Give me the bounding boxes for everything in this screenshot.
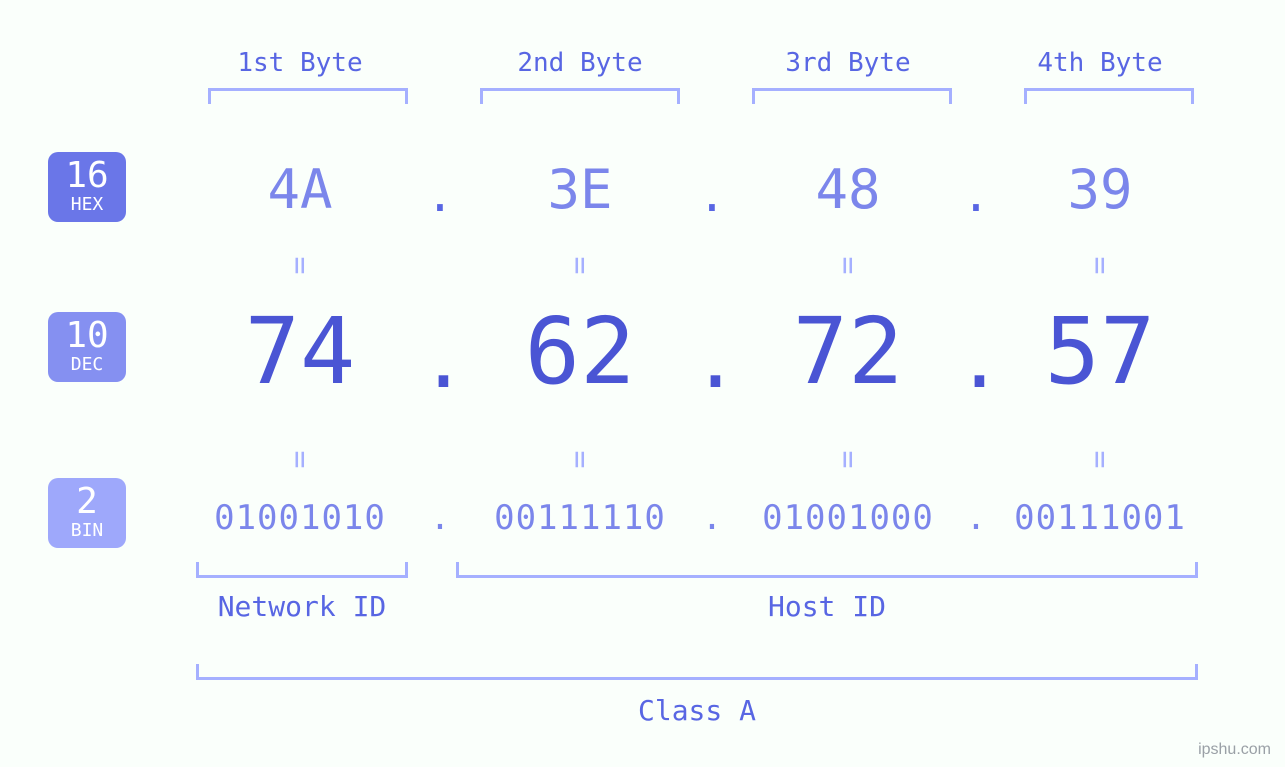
badge-dec-abbr: DEC: [48, 356, 126, 374]
badge-hex: 16 HEX: [48, 152, 126, 222]
watermark: ipshu.com: [1198, 741, 1271, 759]
dot-hex-1: .: [425, 168, 455, 222]
bin-byte-4: 00111001: [984, 498, 1216, 538]
dot-bin-2: .: [698, 498, 726, 538]
dec-byte-1: 74: [220, 298, 380, 405]
dot-hex-3: .: [961, 168, 991, 222]
byte-label-3: 3rd Byte: [758, 48, 938, 78]
bracket-class: [196, 664, 1198, 680]
dot-bin-3: .: [962, 498, 990, 538]
badge-bin-abbr: BIN: [48, 522, 126, 540]
badge-dec-base: 10: [48, 318, 126, 354]
bin-byte-1: 01001010: [184, 498, 416, 538]
badge-bin-base: 2: [48, 484, 126, 520]
bracket-host-id: [456, 562, 1198, 578]
hex-byte-2: 3E: [520, 158, 640, 221]
eq-hex-dec-4: =: [1083, 251, 1118, 281]
hex-byte-1: 4A: [240, 158, 360, 221]
top-bracket-3: [752, 88, 952, 104]
bin-byte-2: 00111110: [464, 498, 696, 538]
badge-hex-base: 16: [48, 158, 126, 194]
dot-dec-2: .: [692, 316, 732, 406]
byte-label-1: 1st Byte: [210, 48, 390, 78]
top-bracket-4: [1024, 88, 1194, 104]
top-bracket-2: [480, 88, 680, 104]
bracket-network-id: [196, 562, 408, 578]
eq-dec-bin-1: =: [283, 445, 318, 475]
badge-bin: 2 BIN: [48, 478, 126, 548]
eq-dec-bin-2: =: [563, 445, 598, 475]
dot-dec-3: .: [956, 316, 996, 406]
byte-label-2: 2nd Byte: [490, 48, 670, 78]
eq-dec-bin-4: =: [1083, 445, 1118, 475]
label-host-id: Host ID: [456, 590, 1198, 623]
dec-byte-3: 72: [768, 298, 928, 405]
badge-dec: 10 DEC: [48, 312, 126, 382]
dot-bin-1: .: [426, 498, 454, 538]
eq-dec-bin-3: =: [831, 445, 866, 475]
hex-byte-3: 48: [788, 158, 908, 221]
hex-byte-4: 39: [1040, 158, 1160, 221]
label-class: Class A: [196, 694, 1198, 727]
eq-hex-dec-2: =: [563, 251, 598, 281]
eq-hex-dec-1: =: [283, 251, 318, 281]
label-network-id: Network ID: [196, 590, 408, 623]
badge-hex-abbr: HEX: [48, 196, 126, 214]
dec-byte-2: 62: [500, 298, 660, 405]
dec-byte-4: 57: [1020, 298, 1180, 405]
eq-hex-dec-3: =: [831, 251, 866, 281]
bin-byte-3: 01001000: [732, 498, 964, 538]
dot-dec-1: .: [420, 316, 460, 406]
dot-hex-2: .: [697, 168, 727, 222]
byte-label-4: 4th Byte: [1010, 48, 1190, 78]
top-bracket-1: [208, 88, 408, 104]
